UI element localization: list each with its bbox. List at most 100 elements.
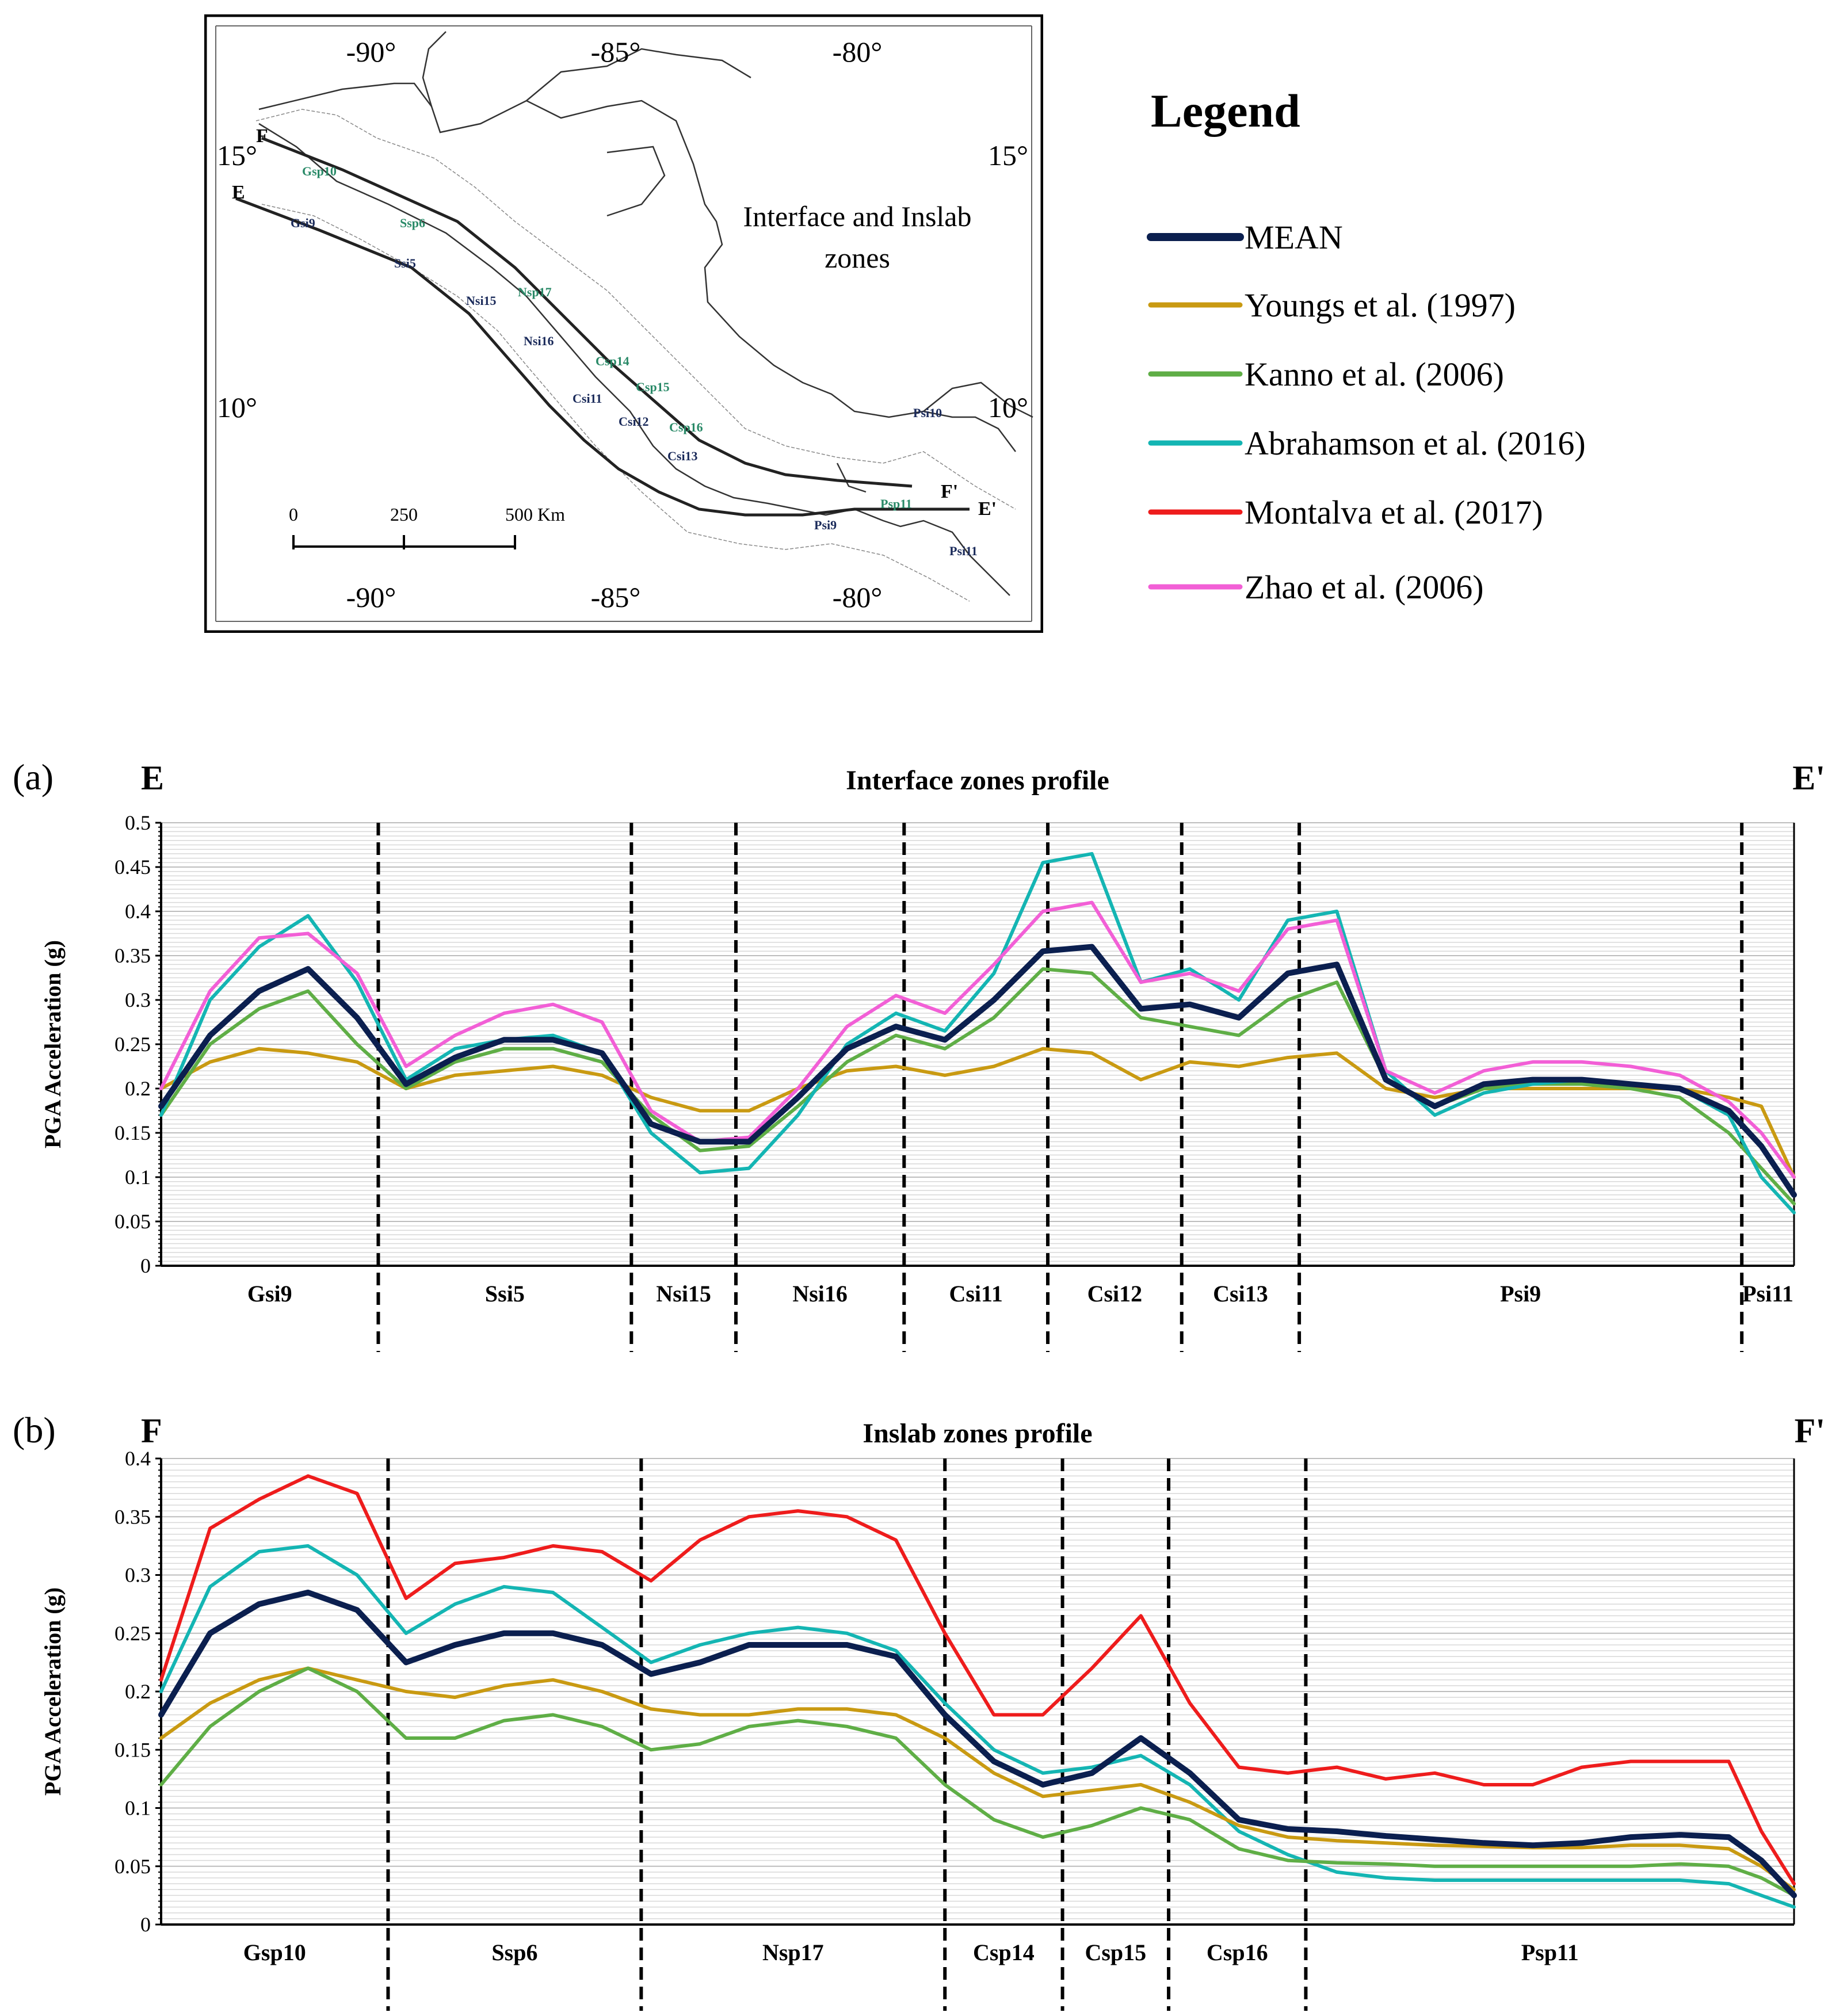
series-line (159, 1544, 1796, 1909)
zone-label: Psi10 (913, 406, 942, 420)
zone-label: Nsi16 (792, 1281, 848, 1307)
zone-label: Gsp10 (243, 1939, 306, 1965)
series-line (159, 852, 1796, 1215)
zone-label: Psi9 (1500, 1281, 1541, 1307)
y-tick-label: 0.4 (125, 1447, 151, 1470)
zone-label: Nsp17 (762, 1939, 824, 1965)
zone-label: Psi11 (1742, 1281, 1793, 1307)
y-tick-label: 0.15 (115, 1738, 151, 1761)
zone-label: Csp15 (636, 380, 670, 394)
lat-label-left: 10° (217, 391, 257, 423)
profile-start-label: F (141, 1412, 162, 1450)
y-axis-label: PGA Acceleration (g) (40, 940, 66, 1148)
y-tick-label: 0.1 (125, 1797, 151, 1820)
profile-label-F-prime: F' (941, 481, 958, 502)
y-tick-label: 0.2 (125, 1680, 151, 1703)
zone-label: Csi11 (573, 391, 602, 406)
zone-label: Psi9 (814, 518, 837, 532)
legend-item-label: Abrahamson et al. (2016) (1245, 425, 1586, 462)
zone-label: Csi11 (949, 1281, 1002, 1307)
profile-start-label: E (141, 759, 164, 797)
zone-label: Csi13 (667, 449, 698, 463)
legend-item-label: Kanno et al. (2006) (1245, 356, 1504, 393)
lon-label-bottom: -80° (833, 581, 883, 613)
profile-label-E-prime: E' (978, 498, 997, 520)
profile-end-label: F' (1795, 1412, 1825, 1450)
scale-bar: 0 250 500 Km (289, 504, 565, 549)
zone-label: Csp15 (1085, 1939, 1146, 1965)
series-line (158, 944, 1797, 1198)
zone-label: Ssp6 (400, 216, 425, 230)
y-tick-label: 0.4 (125, 900, 151, 923)
y-tick-label: 0.25 (115, 1033, 151, 1056)
zone-label: Psp11 (880, 497, 912, 511)
zone-label: Gsi9 (247, 1281, 292, 1307)
scale-label: 250 (390, 504, 418, 525)
chart-interface-profile: 0 0.05 0.1 0.15 0.2 0.25 0.3 0.35 0.4 0.45 0.5 Gsi9… (13, 757, 1825, 1352)
y-tick-label: 0.15 (115, 1121, 151, 1144)
zone-label: Csi12 (619, 414, 649, 429)
legend-title: Legend (1151, 86, 1300, 137)
profile-end-label: E' (1792, 759, 1825, 797)
profile-label-F: F (256, 125, 268, 147)
map-title-line1: Interface and Inslab (743, 200, 972, 232)
legend-item-label: MEAN (1245, 219, 1343, 256)
series-line (159, 1666, 1796, 1897)
zone-label: Csi12 (1087, 1281, 1143, 1307)
zone-label: Csp14 (973, 1939, 1035, 1965)
zone-label: Nsi15 (466, 293, 497, 308)
lat-label-right: 15° (988, 139, 1028, 171)
lat-label-left: 15° (217, 139, 257, 171)
zone-label: Csp14 (596, 354, 629, 368)
zone-label: Csp16 (1207, 1939, 1268, 1965)
y-tick-label: 0 (140, 1913, 151, 1936)
zone-label: Ssp6 (491, 1939, 537, 1965)
zone-label: Nsi15 (656, 1281, 711, 1307)
zone-label: Csp16 (669, 420, 703, 434)
panel-label: (a) (13, 757, 54, 797)
y-tick-label: 0.3 (125, 1564, 151, 1587)
series-line (159, 900, 1796, 1179)
y-axis-label: PGA Acceleration (g) (40, 1587, 66, 1796)
zone-label: Ssi5 (394, 256, 416, 270)
y-tick-label: 0.5 (125, 811, 151, 834)
y-tick-label: 0.05 (115, 1855, 151, 1878)
lon-label-bottom: -90° (346, 581, 396, 613)
zone-label: Nsi16 (524, 334, 554, 348)
map-title-line2: zones (825, 242, 890, 274)
series-line (159, 1047, 1796, 1179)
series-line (159, 1474, 1796, 1886)
zone-label: Ssi5 (485, 1281, 525, 1307)
series-line (158, 1589, 1797, 1899)
y-tick-label: 0.2 (125, 1077, 151, 1100)
lon-label-bottom: -85° (591, 581, 641, 613)
profile-label-E: E (232, 182, 245, 203)
y-tick-label: 0.05 (115, 1210, 151, 1233)
chart-title: Inslab zones profile (863, 1418, 1092, 1449)
zone-label: Psp11 (1521, 1939, 1579, 1965)
zone-label: Gsi9 (291, 216, 315, 230)
legend: Legend MEAN Youngs et al. (1997) Kanno et … (1147, 86, 1586, 606)
y-tick-label: 0.35 (115, 944, 151, 967)
zone-label: Csi13 (1213, 1281, 1268, 1307)
y-tick-label: 0.45 (115, 856, 151, 879)
y-tick-label: 0.25 (115, 1622, 151, 1645)
chart-inslab-profile: 0 0.05 0.1 0.15 0.2 0.25 0.3 0.35 0.4 Gsp10 Ssp6 Ns… (13, 1410, 1825, 2011)
lat-label-right: 10° (988, 391, 1028, 423)
location-map: F E F' E' Gsp10 Gsi9 Ssp6 Ssi5 Nsi15 Nsp… (204, 14, 1043, 633)
legend-item-label: Zhao et al. (2006) (1245, 568, 1484, 606)
lon-label-top: -90° (346, 36, 396, 68)
zone-label: Psi11 (949, 544, 978, 558)
panel-label: (b) (13, 1410, 56, 1450)
scale-label: 0 (289, 504, 298, 525)
legend-item-label: Montalva et al. (2017) (1245, 494, 1543, 531)
y-tick-label: 0.1 (125, 1166, 151, 1189)
scale-label: 500 Km (505, 504, 565, 525)
zone-label: Nsp17 (518, 285, 552, 299)
lon-label-top: -85° (591, 36, 641, 68)
y-tick-label: 0.3 (125, 988, 151, 1011)
series-line (159, 1666, 1796, 1892)
zone-label: Gsp10 (302, 164, 337, 178)
legend-item-label: Youngs et al. (1997) (1245, 287, 1516, 324)
y-tick-label: 0.35 (115, 1505, 151, 1528)
